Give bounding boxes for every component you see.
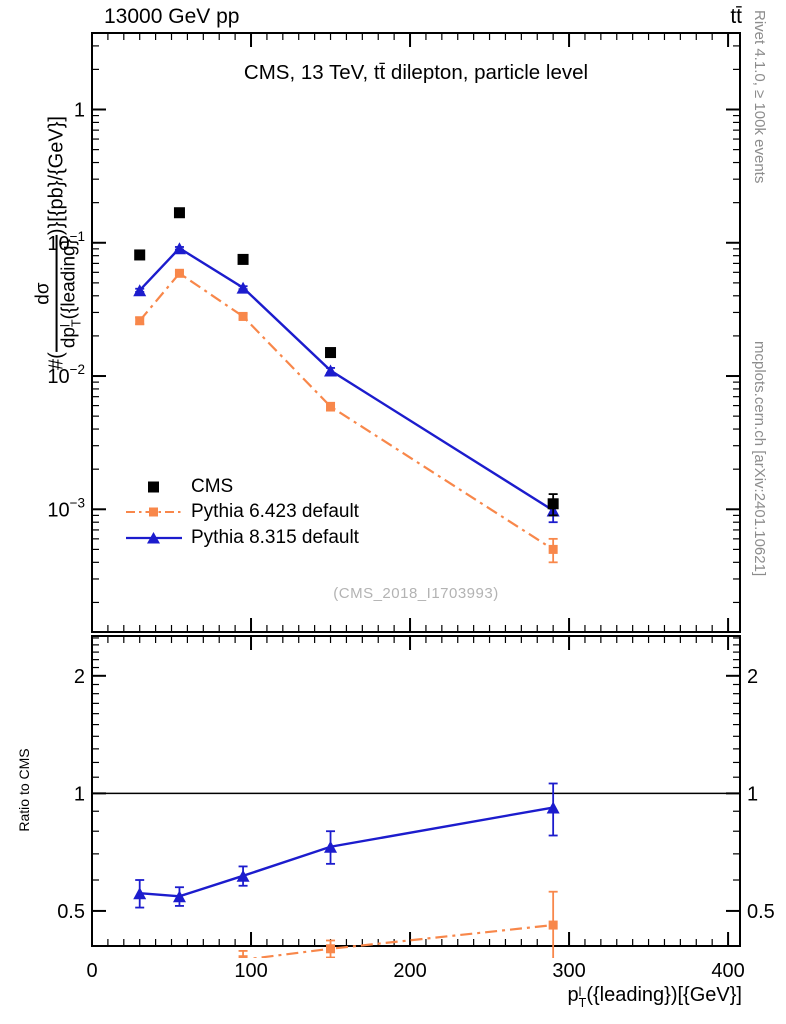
y-axis-title-numerator: dσ bbox=[32, 282, 54, 305]
y-ratio-tick-label-right: 1 bbox=[747, 783, 758, 805]
y-ratio-tick-label-left: 2 bbox=[74, 666, 85, 688]
y-main-tick-label: 1 bbox=[74, 99, 85, 121]
den-base: dp bbox=[58, 327, 80, 349]
series-cms bbox=[134, 207, 559, 517]
plot-title: CMS, 13 TeV, tt̄ dilepton, particle leve… bbox=[243, 61, 589, 84]
x-axis-title: p l T ({leading})[{GeV}] bbox=[567, 984, 742, 1010]
y-ticks-main bbox=[92, 45, 740, 604]
y-main-tick-label: 10−1 bbox=[47, 229, 85, 255]
x-tick-label: 100 bbox=[234, 960, 267, 982]
x-title-sup: l bbox=[578, 985, 582, 1000]
ratio-axis-title: Ratio to CMS bbox=[16, 748, 32, 832]
series-pythia-8-315-default bbox=[133, 782, 560, 909]
x-tick-label: 300 bbox=[552, 960, 585, 982]
x-ticks bbox=[107, 33, 730, 632]
den-rest: ({leading} bbox=[58, 239, 80, 320]
process-label: tt̄ bbox=[730, 5, 742, 28]
legend-label-pythia8: Pythia 8.315 default bbox=[191, 526, 359, 548]
y-ratio-tick-label-right: 0.5 bbox=[747, 901, 775, 923]
legend-label-cms: CMS bbox=[191, 475, 234, 497]
y-main-tick-label: 10−2 bbox=[47, 362, 85, 388]
x-tick-label: 0 bbox=[86, 960, 97, 982]
legend-label-pythia6: Pythia 6.423 default bbox=[191, 501, 359, 523]
y-ratio-tick-label-right: 2 bbox=[747, 666, 758, 688]
y-ticks-ratio bbox=[92, 637, 740, 912]
y-axis-title-suffix: )}[{pb}/{GeV}] bbox=[45, 116, 68, 236]
y-axis-title-denominator: dp l T ({leading} bbox=[55, 235, 84, 353]
ratio-frame bbox=[91, 635, 741, 947]
y-axis-title-fraction: dσ dp l T ({leading} bbox=[32, 235, 84, 353]
legend-item-pythia6: Pythia 6.423 default bbox=[126, 500, 359, 526]
pythia6-marker-icon bbox=[126, 507, 182, 517]
main-frame bbox=[91, 32, 741, 633]
x-tick-label: 200 bbox=[393, 960, 426, 982]
legend-item-pythia8: Pythia 8.315 default bbox=[126, 525, 359, 551]
x-title-rest: ({leading})[{GeV}] bbox=[586, 984, 742, 1006]
y-axis-title: #(dσ dp l T ({leading})}[{pb}/{GeV}] bbox=[32, 116, 84, 370]
x-title-sub: T bbox=[578, 995, 587, 1010]
rivet-version-note: Rivet 4.1.0, ≥ 100k events bbox=[751, 10, 768, 184]
analysis-watermark: (CMS_2018_I1703993) bbox=[333, 585, 499, 602]
y-ratio-tick-label-left: 0.5 bbox=[57, 901, 85, 923]
legend-item-cms: CMS bbox=[126, 474, 359, 500]
y-main-tick-label: 10−3 bbox=[47, 495, 85, 521]
y-axis-title-prefix: #( bbox=[45, 352, 68, 370]
series-pythia-6-423-default bbox=[135, 268, 558, 564]
mcplots-note: mcplots.cern.ch [arXiv:2401.10621] bbox=[751, 341, 768, 577]
legend: CMS Pythia 6.423 default Pythia 8.315 de… bbox=[126, 474, 359, 551]
pythia8-marker-icon bbox=[126, 531, 182, 544]
x-tick-label: 400 bbox=[711, 960, 744, 982]
beam-energy-label: 13000 GeV pp bbox=[104, 5, 240, 28]
series-pythia-6-423-default bbox=[238, 890, 558, 958]
y-ratio-tick-label-left: 1 bbox=[74, 783, 85, 805]
x-title-base: p bbox=[567, 984, 579, 1006]
den-sub: T bbox=[69, 319, 84, 327]
cms-marker-icon bbox=[148, 481, 159, 493]
x-ticks bbox=[107, 636, 730, 946]
